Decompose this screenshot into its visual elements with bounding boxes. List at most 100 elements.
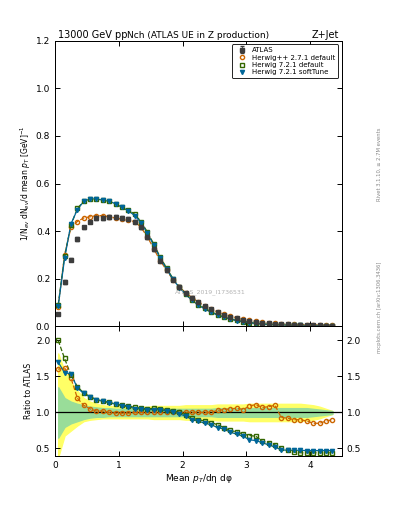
Text: mcplots.cern.ch [arXiv:1306.3436]: mcplots.cern.ch [arXiv:1306.3436] xyxy=(377,262,382,353)
Herwig 7.2.1 softTune xyxy=(69,221,73,227)
Herwig 7.2.1 default xyxy=(113,201,118,207)
Herwig 7.2.1 default xyxy=(311,323,316,329)
Herwig++ 2.7.1 default xyxy=(323,322,328,328)
Herwig 7.2.1 softTune xyxy=(158,255,163,262)
Herwig 7.2.1 softTune xyxy=(330,323,335,329)
Herwig 7.2.1 softTune xyxy=(139,220,143,226)
Herwig++ 2.7.1 default xyxy=(190,294,195,301)
Herwig 7.2.1 softTune xyxy=(228,316,233,322)
Text: ATLAS_2019_I1736531: ATLAS_2019_I1736531 xyxy=(174,289,245,295)
Herwig++ 2.7.1 default xyxy=(113,215,118,221)
Herwig 7.2.1 default xyxy=(101,197,105,203)
Text: Rivet 3.1.10, ≥ 2.7M events: Rivet 3.1.10, ≥ 2.7M events xyxy=(377,127,382,201)
Herwig 7.2.1 default xyxy=(228,316,233,322)
Herwig++ 2.7.1 default xyxy=(317,322,322,328)
Herwig 7.2.1 softTune xyxy=(171,276,175,282)
Herwig 7.2.1 default xyxy=(184,291,188,297)
Herwig++ 2.7.1 default xyxy=(75,219,80,225)
Herwig++ 2.7.1 default xyxy=(56,304,61,310)
Herwig 7.2.1 softTune xyxy=(101,197,105,203)
Herwig 7.2.1 default xyxy=(222,314,226,320)
Herwig++ 2.7.1 default xyxy=(273,321,277,327)
Herwig++ 2.7.1 default xyxy=(305,322,309,328)
Herwig 7.2.1 default xyxy=(151,241,156,247)
Herwig++ 2.7.1 default xyxy=(285,321,290,327)
Herwig 7.2.1 default xyxy=(132,211,137,218)
Herwig 7.2.1 default xyxy=(202,305,207,311)
Herwig 7.2.1 default xyxy=(119,204,124,210)
Herwig 7.2.1 softTune xyxy=(132,212,137,219)
Herwig 7.2.1 softTune xyxy=(81,198,86,204)
Herwig++ 2.7.1 default xyxy=(101,212,105,219)
Herwig 7.2.1 softTune xyxy=(323,323,328,329)
Herwig 7.2.1 softTune xyxy=(177,285,182,291)
Herwig 7.2.1 softTune xyxy=(202,306,207,312)
Herwig 7.2.1 softTune xyxy=(241,319,246,325)
Herwig 7.2.1 default xyxy=(241,318,246,325)
Herwig++ 2.7.1 default xyxy=(209,306,213,312)
Herwig 7.2.1 default xyxy=(292,322,296,328)
Herwig++ 2.7.1 default xyxy=(330,322,335,328)
Herwig 7.2.1 softTune xyxy=(145,230,150,237)
Herwig 7.2.1 default xyxy=(75,205,80,211)
Herwig 7.2.1 default xyxy=(266,322,271,328)
Herwig 7.2.1 softTune xyxy=(184,291,188,297)
Herwig++ 2.7.1 default xyxy=(311,322,316,328)
Herwig 7.2.1 default xyxy=(317,323,322,329)
Herwig 7.2.1 softTune xyxy=(56,303,61,309)
Herwig 7.2.1 default xyxy=(126,206,131,212)
Herwig 7.2.1 softTune xyxy=(253,321,258,327)
Line: Herwig 7.2.1 default: Herwig 7.2.1 default xyxy=(56,197,334,328)
Herwig 7.2.1 default xyxy=(69,222,73,228)
Herwig 7.2.1 default xyxy=(330,323,335,329)
Herwig++ 2.7.1 default xyxy=(196,299,201,305)
Herwig++ 2.7.1 default xyxy=(164,267,169,273)
Herwig++ 2.7.1 default xyxy=(234,315,239,321)
Herwig 7.2.1 default xyxy=(190,297,195,303)
Text: Nch (ATLAS UE in Z production): Nch (ATLAS UE in Z production) xyxy=(127,31,270,39)
Herwig++ 2.7.1 default xyxy=(228,313,233,319)
Herwig 7.2.1 softTune xyxy=(311,323,316,329)
Herwig 7.2.1 default xyxy=(209,309,213,315)
Herwig 7.2.1 default xyxy=(88,196,92,202)
Herwig 7.2.1 default xyxy=(279,322,284,328)
Herwig 7.2.1 softTune xyxy=(62,255,67,262)
Herwig 7.2.1 default xyxy=(145,229,150,236)
Herwig 7.2.1 softTune xyxy=(209,309,213,315)
Herwig 7.2.1 softTune xyxy=(273,322,277,328)
Herwig 7.2.1 default xyxy=(253,320,258,326)
Herwig 7.2.1 softTune xyxy=(88,196,92,202)
Herwig 7.2.1 softTune xyxy=(215,312,220,318)
Herwig++ 2.7.1 default xyxy=(253,318,258,325)
Herwig++ 2.7.1 default xyxy=(298,322,303,328)
Herwig 7.2.1 default xyxy=(158,254,163,260)
Line: Herwig 7.2.1 softTune: Herwig 7.2.1 softTune xyxy=(56,197,334,328)
Herwig 7.2.1 softTune xyxy=(75,206,80,212)
Line: Herwig++ 2.7.1 default: Herwig++ 2.7.1 default xyxy=(56,214,334,327)
Herwig++ 2.7.1 default xyxy=(69,224,73,230)
Herwig 7.2.1 default xyxy=(177,284,182,290)
Herwig++ 2.7.1 default xyxy=(215,309,220,315)
Herwig 7.2.1 softTune xyxy=(247,319,252,326)
Herwig 7.2.1 softTune xyxy=(317,323,322,329)
Herwig++ 2.7.1 default xyxy=(62,252,67,258)
Herwig 7.2.1 softTune xyxy=(164,266,169,272)
Herwig++ 2.7.1 default xyxy=(94,212,99,219)
Herwig 7.2.1 default xyxy=(107,198,112,204)
Herwig 7.2.1 softTune xyxy=(151,242,156,248)
Legend: ATLAS, Herwig++ 2.7.1 default, Herwig 7.2.1 default, Herwig 7.2.1 softTune: ATLAS, Herwig++ 2.7.1 default, Herwig 7.… xyxy=(231,45,338,78)
X-axis label: Mean $p_T$/dη dφ: Mean $p_T$/dη dφ xyxy=(165,472,232,485)
Y-axis label: 1/N$_{ev}$ dN$_{ev}$/d mean $p_T$ [GeV]$^{-1}$: 1/N$_{ev}$ dN$_{ev}$/d mean $p_T$ [GeV]$… xyxy=(18,126,33,241)
Herwig 7.2.1 softTune xyxy=(305,323,309,329)
Herwig++ 2.7.1 default xyxy=(266,320,271,326)
Herwig++ 2.7.1 default xyxy=(202,303,207,309)
Herwig 7.2.1 default xyxy=(196,302,201,308)
Herwig 7.2.1 default xyxy=(171,275,175,282)
Herwig++ 2.7.1 default xyxy=(119,216,124,222)
Herwig 7.2.1 softTune xyxy=(222,314,226,321)
Y-axis label: Ratio to ATLAS: Ratio to ATLAS xyxy=(24,363,33,419)
Herwig++ 2.7.1 default xyxy=(222,311,226,317)
Herwig 7.2.1 default xyxy=(323,323,328,329)
Herwig 7.2.1 default xyxy=(298,322,303,328)
Herwig 7.2.1 softTune xyxy=(298,322,303,328)
